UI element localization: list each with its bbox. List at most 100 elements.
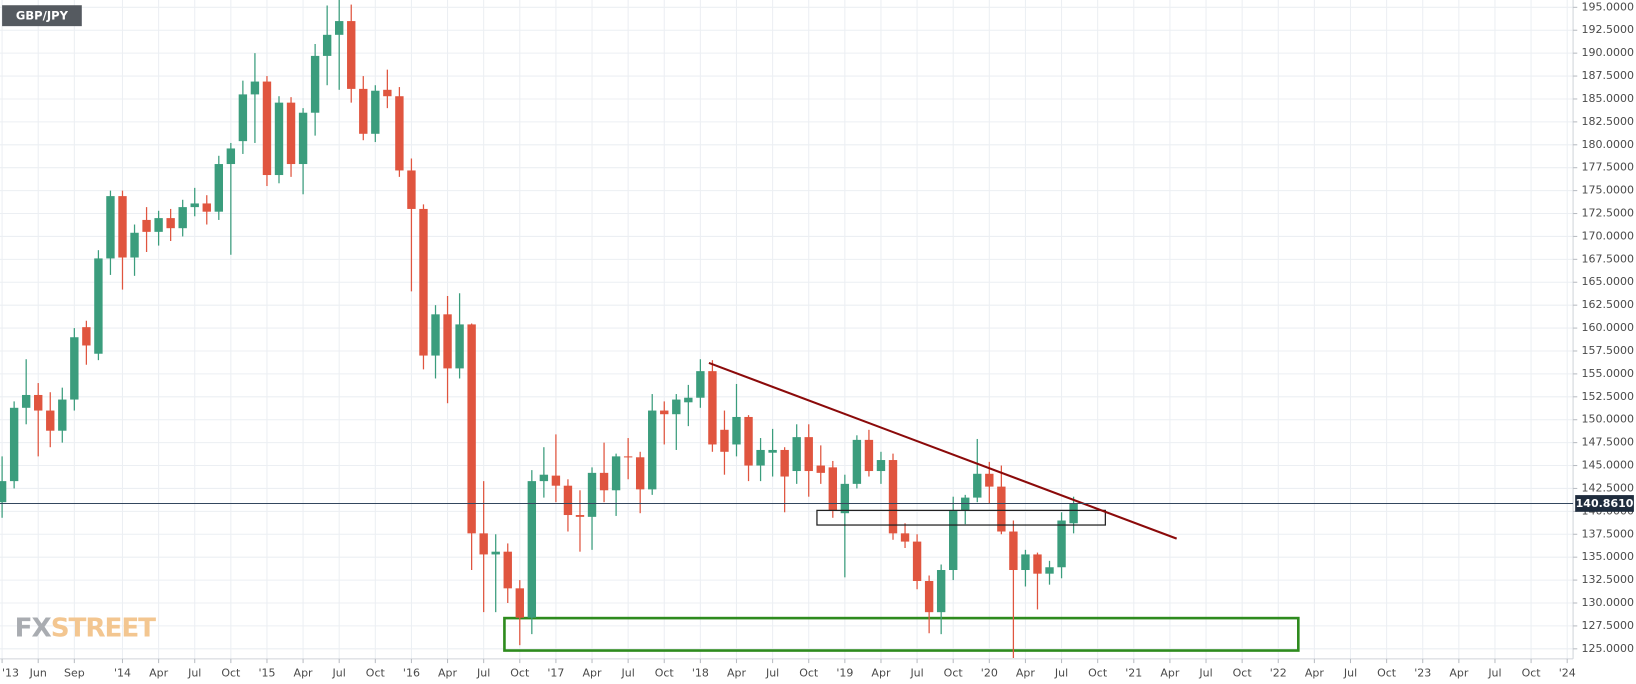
x-tick-label: '19 [836, 667, 853, 680]
candle-body [94, 258, 103, 354]
candle-body [756, 449, 765, 466]
candle-body [744, 416, 753, 466]
last-price-label: 140.8610 [1576, 497, 1634, 510]
candle-body [1009, 531, 1018, 571]
y-tick-label: 145.0000 [1581, 459, 1633, 472]
candle-body [888, 460, 898, 534]
y-tick-label: 190.0000 [1581, 46, 1633, 59]
y-tick-label: 137.5000 [1581, 527, 1633, 540]
y-tick-label: 160.0000 [1581, 321, 1633, 334]
candle-body [190, 203, 199, 208]
resistance-zone [816, 509, 1106, 526]
candle-body [611, 456, 621, 491]
x-tick-label: Oct [799, 667, 819, 680]
candle-body [503, 551, 512, 589]
y-tick-label: 187.5000 [1581, 69, 1633, 82]
x-tick-label: Apr [727, 667, 747, 680]
candle-body [599, 472, 609, 491]
y-tick-label: 155.0000 [1581, 367, 1633, 380]
x-tick-label: '20 [981, 667, 998, 680]
candle-body [395, 96, 404, 171]
watermark: FXSTREET [15, 613, 157, 643]
candle-body [130, 232, 139, 258]
x-tick-label: Apr [583, 667, 603, 680]
candle-body [816, 465, 825, 473]
y-tick-label: 132.5000 [1581, 573, 1633, 586]
x-tick-label: Oct [655, 667, 675, 680]
candle-body [467, 324, 476, 534]
y-tick-label: 185.0000 [1581, 92, 1633, 105]
candle-body [912, 541, 922, 582]
candle-body [250, 81, 260, 95]
candle-body [383, 89, 392, 97]
x-tick-label: '21 [1125, 667, 1142, 680]
last-price-box [1575, 495, 1634, 512]
candle-body [949, 510, 958, 571]
candle-body [648, 410, 657, 490]
candle-body [985, 473, 994, 487]
candle-body [359, 88, 368, 134]
trend-line [708, 361, 1178, 540]
candle-body [1045, 567, 1054, 574]
x-tick-label: Oct [1088, 667, 1108, 680]
candle-body [479, 533, 488, 555]
candle-body [70, 337, 79, 400]
x-tick-label: Jul [187, 667, 201, 680]
y-tick-label: 135.0000 [1581, 550, 1633, 563]
y-tick-label: 150.0000 [1581, 413, 1633, 426]
candle-body [21, 394, 31, 408]
y-tick-label: 192.5000 [1581, 23, 1633, 36]
candle-body [828, 467, 838, 511]
candle-body [1033, 554, 1042, 574]
candle-body [178, 207, 187, 229]
candle-body [852, 439, 862, 484]
candle-body [864, 439, 874, 472]
x-tick-label: Jul [1487, 667, 1501, 680]
candle-body [106, 196, 115, 259]
x-tick-label: '16 [403, 667, 420, 680]
candle-body [1069, 503, 1078, 524]
candle-body [335, 21, 344, 35]
x-tick-label: Oct [1522, 667, 1542, 680]
y-tick-label: 130.0000 [1581, 596, 1633, 609]
candle-body [563, 485, 573, 516]
candle-body [792, 437, 801, 472]
candle-body [660, 410, 669, 415]
candle-body [587, 472, 597, 517]
candle-body [262, 81, 272, 176]
support-zone [503, 616, 1300, 652]
candle-body [551, 475, 561, 486]
y-tick-label: 165.0000 [1581, 275, 1633, 288]
candle-body [443, 314, 452, 369]
candle-body [997, 486, 1006, 532]
grid [0, 0, 1574, 659]
x-tick-label: Oct [366, 667, 386, 680]
candle-body [491, 551, 500, 555]
candle-body [322, 34, 332, 56]
drawings [503, 616, 1300, 652]
candle-body [623, 456, 633, 458]
y-tick-label: 195.0000 [1581, 0, 1633, 13]
candle-body [1057, 520, 1066, 568]
x-tick-label: Jul [765, 667, 779, 680]
y-tick-label: 172.5000 [1581, 207, 1633, 220]
candle-body [166, 218, 175, 229]
x-tick-label: Jul [1198, 667, 1212, 680]
candle-body [539, 474, 549, 482]
candle-body [961, 497, 970, 511]
y-tick-label: 127.5000 [1581, 619, 1633, 632]
symbol-box [2, 5, 82, 27]
x-tick-label: Jul [1054, 667, 1068, 680]
x-tick-label: Apr [1449, 667, 1469, 680]
candle-body [768, 449, 777, 453]
candle-body [226, 148, 236, 165]
x-tick-label: Apr [871, 667, 891, 680]
x-tick-label: Oct [221, 667, 241, 680]
candle-body [696, 371, 705, 398]
x-tick-label: Jun [29, 667, 47, 680]
candle-body [286, 102, 296, 165]
